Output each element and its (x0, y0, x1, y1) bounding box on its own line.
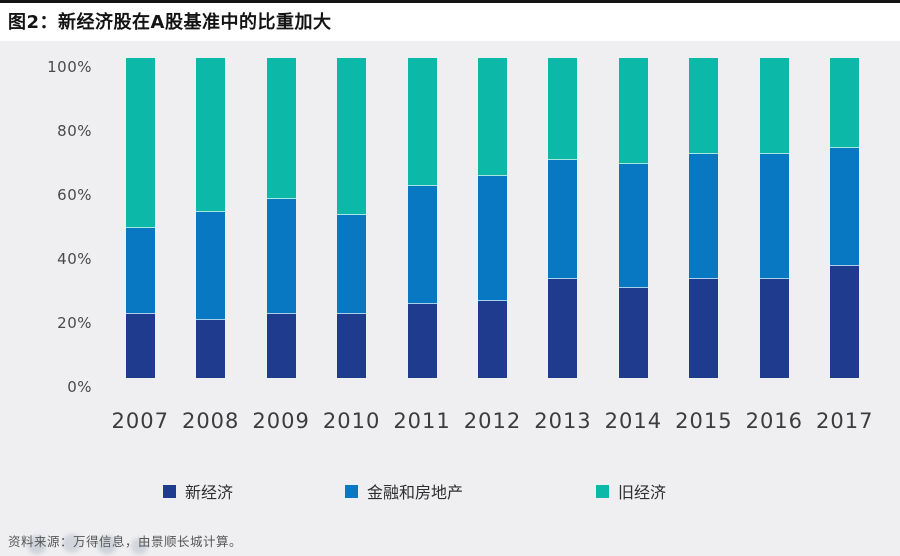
bar-column-2010 (337, 58, 367, 378)
bar-segment-2017-金融和房地产 (830, 147, 860, 266)
legend-item-new-economy: 新经济 (163, 479, 233, 503)
y-tick-label: 20% (57, 314, 92, 332)
legend-swatch-finance-realestate (345, 484, 358, 498)
bar-segment-2015-金融和房地产 (689, 154, 719, 279)
plot-area (105, 58, 880, 378)
bar-column-2011 (407, 58, 437, 378)
y-tick-label: 60% (57, 186, 92, 204)
legend-swatch-new-economy (163, 484, 176, 498)
x-tick-label: 2013 (534, 409, 592, 433)
bar-column-2012 (477, 58, 507, 378)
bar-segment-2009-金融和房地产 (266, 198, 296, 314)
bar-segment-2017-新经济 (830, 266, 860, 378)
bar-segment-2008-金融和房地产 (196, 211, 226, 321)
bar-column-2013 (548, 58, 578, 378)
legend-label: 旧经济 (618, 483, 667, 502)
bar-segment-2013-金融和房地产 (548, 160, 578, 279)
x-tick-label: 2008 (181, 409, 240, 433)
bar-segment-2009-旧经济 (266, 58, 296, 199)
bar-segment-2011-旧经济 (407, 58, 437, 187)
x-tick-label: 2010 (322, 409, 381, 433)
x-tick-label: 2012 (463, 409, 522, 433)
legend: 新经济 金融和房地产 旧经济 (0, 479, 900, 503)
legend-label: 金融和房地产 (367, 483, 464, 502)
bar-segment-2008-旧经济 (196, 58, 226, 212)
bar-segment-2014-新经济 (618, 288, 648, 378)
bar-segment-2014-旧经济 (618, 58, 648, 164)
x-tick-label: 2014 (604, 409, 663, 433)
x-tick-label: 2016 (745, 409, 804, 433)
bar-segment-2017-旧经济 (830, 58, 860, 148)
x-tick-label: 2007 (111, 409, 169, 433)
bar-segment-2010-金融和房地产 (337, 214, 367, 314)
bar-segment-2010-新经济 (337, 314, 367, 378)
bar-column-2017 (830, 58, 860, 378)
bar-column-2008 (196, 58, 226, 378)
bar-segment-2007-旧经济 (125, 58, 155, 228)
bar-column-2015 (689, 58, 719, 378)
legend-label: 新经济 (185, 483, 234, 502)
y-tick-label: 100% (47, 58, 92, 76)
bar-segment-2016-旧经济 (759, 58, 789, 155)
bar-segment-2015-旧经济 (689, 58, 719, 155)
x-tick-label: 2011 (393, 409, 451, 433)
title-strip (0, 0, 900, 41)
bar-column-2009 (266, 58, 296, 378)
bar-column-2014 (618, 58, 648, 378)
bar-segment-2011-金融和房地产 (407, 186, 437, 305)
bar-segment-2013-旧经济 (548, 58, 578, 161)
bar-segment-2012-新经济 (477, 301, 507, 378)
bar-column-2016 (759, 58, 789, 378)
y-tick-label: 0% (67, 378, 92, 396)
bar-segment-2007-新经济 (125, 314, 155, 378)
legend-item-old-economy: 旧经济 (596, 479, 666, 503)
x-axis: 2007 2008 2009 2010 2011 2012 2013 2014 2015 2016… (105, 409, 880, 433)
bar-segment-2011-新经济 (407, 304, 437, 378)
watermark (16, 528, 156, 556)
bar-segment-2016-金融和房地产 (759, 154, 789, 279)
bar-segment-2014-金融和房地产 (618, 163, 648, 289)
bar-segment-2012-旧经济 (477, 58, 507, 177)
source-note: 资料来源：万得信息，由景顺长城计算。 (8, 534, 243, 549)
bar-segment-2015-新经济 (689, 278, 719, 378)
bar-segment-2008-新经济 (196, 320, 226, 378)
bar-segment-2016-新经济 (759, 278, 789, 378)
legend-item-finance-realestate: 金融和房地产 (345, 479, 463, 503)
x-tick-label: 2009 (252, 409, 310, 433)
y-tick-label: 80% (57, 122, 92, 140)
bar-segment-2009-新经济 (266, 314, 296, 378)
bar-segment-2013-新经济 (548, 278, 578, 378)
bar-segment-2012-金融和房地产 (477, 176, 507, 302)
page-title: 图2：新经济股在A股基准中的比重加大 (8, 12, 332, 33)
bar-segment-2007-金融和房地产 (125, 227, 155, 314)
legend-swatch-old-economy (596, 484, 609, 498)
x-tick-label: 2015 (675, 409, 733, 433)
bar-segment-2010-旧经济 (337, 58, 367, 215)
bar-column-2007 (125, 58, 155, 378)
y-tick-label: 40% (57, 250, 92, 268)
x-tick-label: 2017 (816, 409, 874, 433)
